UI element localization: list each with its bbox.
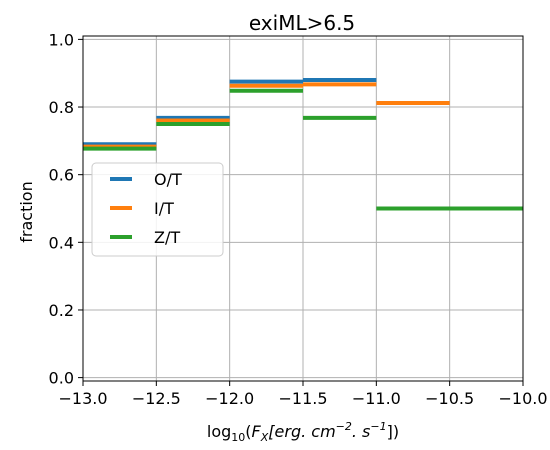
series-z-t (83, 88, 523, 211)
x-tick-label: −11.5 (278, 389, 327, 408)
legend: O/T I/T Z/T (91, 162, 224, 257)
y-tick-label: 0.4 (49, 233, 74, 252)
legend-box (91, 162, 224, 257)
y-axis-title: fraction (17, 181, 36, 242)
chart-title: exiML>6.5 (249, 11, 355, 35)
x-axis-title-var-sub: X (260, 431, 269, 444)
series-o-t (83, 77, 377, 147)
x-axis-title-log-sub: 10 (231, 431, 245, 444)
y-tick-label: 0.2 (49, 301, 74, 320)
x-tick-label: −11.0 (352, 389, 401, 408)
x-axis-title-unit-mid: . s (352, 422, 371, 441)
y-tick-label: 0.8 (49, 98, 74, 117)
x-tick-label: −12.0 (205, 389, 254, 408)
y-tick-label: 1.0 (49, 30, 74, 49)
x-axis-title-unit-close: ]) (387, 422, 399, 441)
y-tick-label: 0.0 (49, 369, 74, 388)
series-i-t (83, 82, 450, 149)
x-axis-title-exp2: −1 (370, 420, 386, 433)
x-axis-title-log: log (207, 422, 231, 441)
x-axis-title: log10(FX[erg. cm−2. s−1]) (207, 420, 399, 444)
x-axis-title-unit-open: [erg. cm (268, 422, 335, 441)
series-layer (83, 77, 523, 211)
x-axis-title-var: F (252, 422, 262, 441)
y-tick-label: 0.6 (49, 166, 74, 185)
x-axis-title-open: ( (245, 422, 251, 441)
legend-label: Z/T (154, 228, 180, 247)
x-tick-label: −10.0 (498, 389, 547, 408)
x-tick-label: −13.0 (58, 389, 107, 408)
x-tick-label: −12.5 (132, 389, 181, 408)
legend-label: I/T (154, 199, 174, 218)
ticks: −13.0 −12.5 −12.0 −11.5 −11.0 −10.5 −10.0 0.0 0.… (49, 30, 548, 408)
x-tick-label: −10.5 (425, 389, 474, 408)
x-axis-title-exp1: −2 (336, 420, 352, 433)
legend-label: O/T (154, 170, 182, 189)
